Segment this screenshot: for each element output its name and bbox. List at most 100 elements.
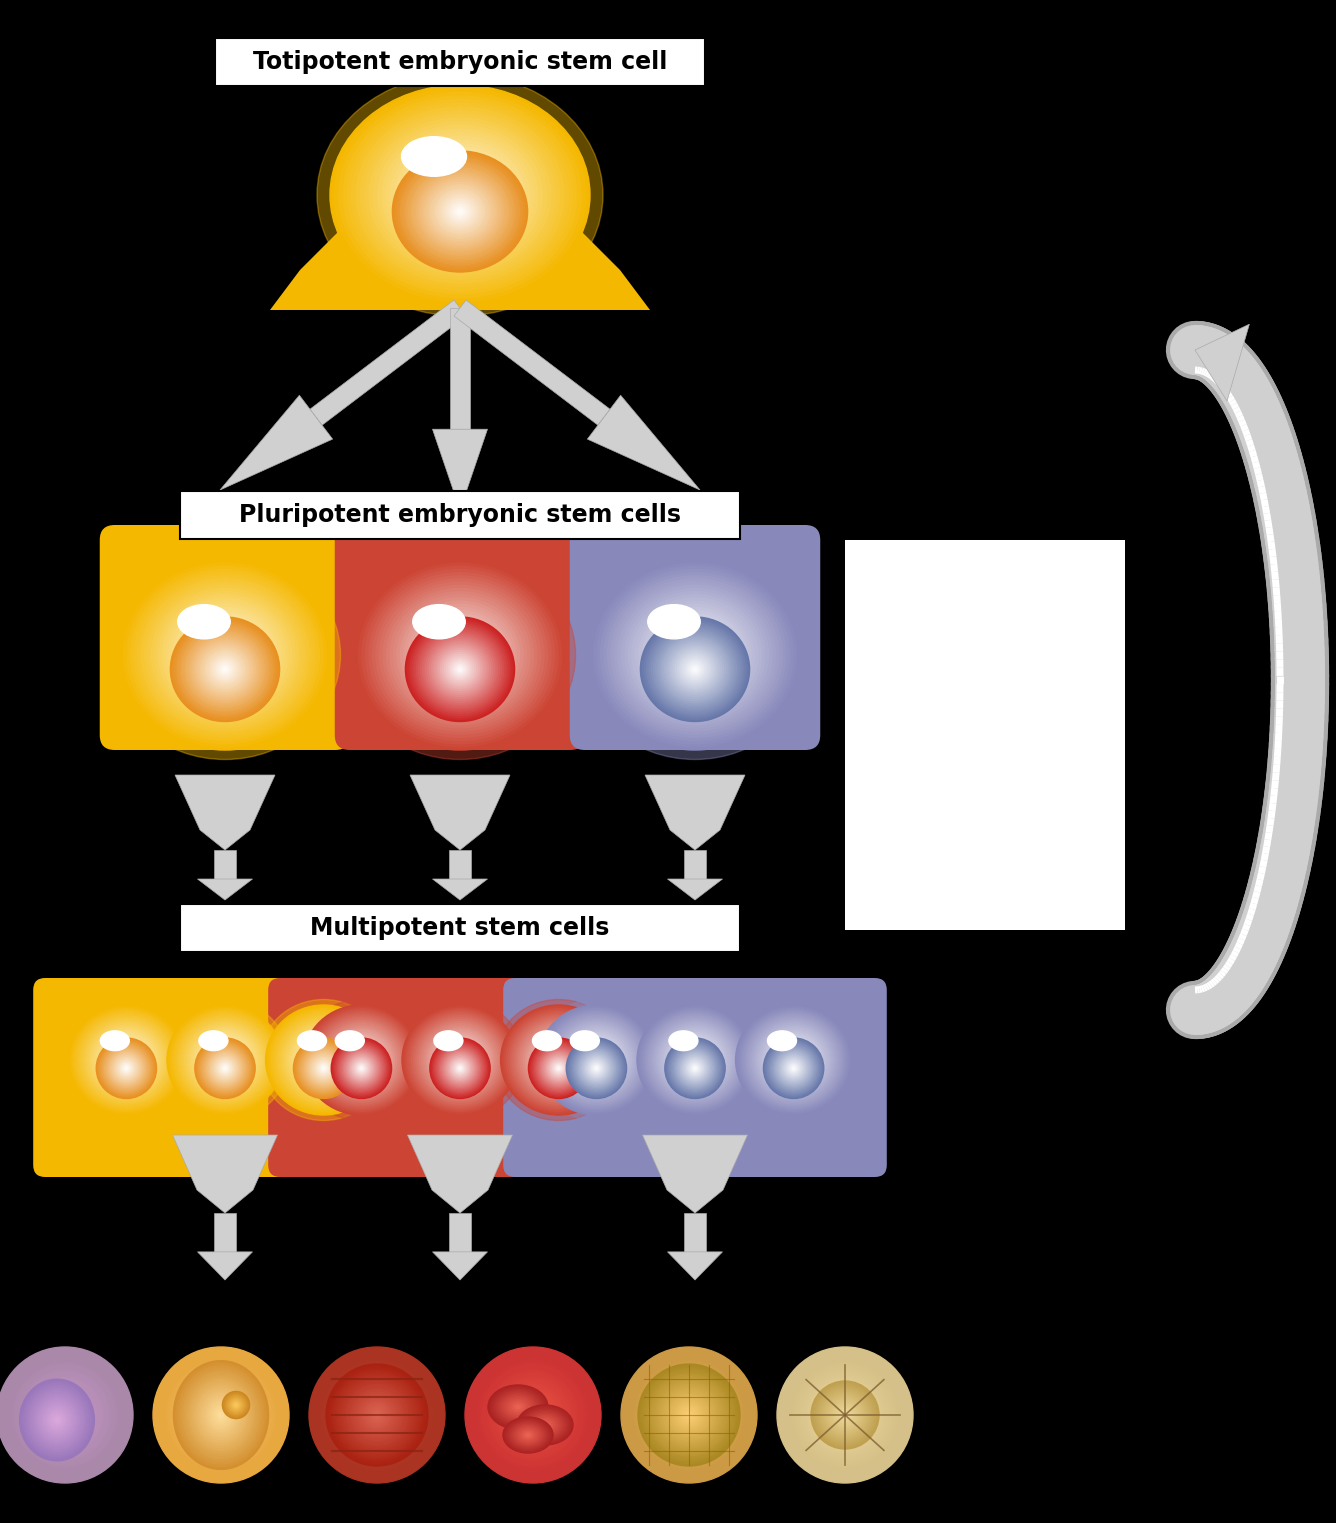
Ellipse shape bbox=[544, 1010, 648, 1109]
Ellipse shape bbox=[102, 1033, 128, 1049]
Ellipse shape bbox=[824, 1395, 866, 1435]
Ellipse shape bbox=[513, 1424, 542, 1445]
Ellipse shape bbox=[541, 1049, 577, 1086]
Ellipse shape bbox=[593, 1065, 600, 1072]
Ellipse shape bbox=[764, 1039, 823, 1097]
Ellipse shape bbox=[424, 1025, 497, 1095]
Ellipse shape bbox=[581, 1052, 612, 1084]
Ellipse shape bbox=[88, 1023, 166, 1097]
Ellipse shape bbox=[637, 1005, 754, 1115]
Ellipse shape bbox=[323, 1362, 430, 1468]
Ellipse shape bbox=[782, 1049, 806, 1071]
Ellipse shape bbox=[799, 1369, 891, 1461]
Ellipse shape bbox=[521, 1407, 569, 1442]
Ellipse shape bbox=[530, 1040, 587, 1097]
Ellipse shape bbox=[736, 1005, 851, 1115]
Ellipse shape bbox=[399, 143, 521, 247]
Ellipse shape bbox=[182, 1375, 261, 1454]
Ellipse shape bbox=[584, 1055, 608, 1080]
Ellipse shape bbox=[119, 1062, 134, 1075]
Ellipse shape bbox=[664, 615, 684, 629]
Ellipse shape bbox=[508, 1389, 558, 1441]
Ellipse shape bbox=[778, 1037, 787, 1043]
Ellipse shape bbox=[222, 1065, 228, 1072]
Ellipse shape bbox=[541, 1037, 553, 1045]
Ellipse shape bbox=[835, 1404, 855, 1426]
Ellipse shape bbox=[498, 1380, 568, 1450]
Ellipse shape bbox=[191, 1384, 251, 1445]
Ellipse shape bbox=[434, 644, 486, 694]
Ellipse shape bbox=[424, 612, 454, 632]
Ellipse shape bbox=[114, 1055, 140, 1081]
Polygon shape bbox=[198, 1252, 253, 1279]
Ellipse shape bbox=[818, 1387, 872, 1442]
Ellipse shape bbox=[323, 1023, 399, 1097]
Ellipse shape bbox=[648, 1374, 731, 1456]
Ellipse shape bbox=[676, 1042, 715, 1078]
Ellipse shape bbox=[636, 1362, 743, 1468]
Ellipse shape bbox=[643, 618, 747, 719]
Ellipse shape bbox=[204, 1398, 238, 1432]
Ellipse shape bbox=[681, 1055, 708, 1081]
Ellipse shape bbox=[570, 1043, 621, 1094]
Ellipse shape bbox=[572, 1045, 620, 1092]
Ellipse shape bbox=[776, 1037, 788, 1045]
Ellipse shape bbox=[438, 1046, 482, 1090]
Ellipse shape bbox=[373, 1410, 382, 1419]
Ellipse shape bbox=[45, 1407, 68, 1432]
Ellipse shape bbox=[429, 615, 449, 629]
Ellipse shape bbox=[679, 1052, 711, 1084]
Ellipse shape bbox=[202, 1033, 224, 1049]
Ellipse shape bbox=[420, 175, 501, 248]
Ellipse shape bbox=[683, 1055, 707, 1080]
Ellipse shape bbox=[546, 1055, 570, 1080]
Ellipse shape bbox=[651, 1377, 727, 1453]
Ellipse shape bbox=[784, 1058, 803, 1078]
Ellipse shape bbox=[338, 1039, 385, 1081]
Ellipse shape bbox=[75, 1010, 179, 1109]
Ellipse shape bbox=[647, 611, 744, 699]
Ellipse shape bbox=[792, 1068, 795, 1069]
Ellipse shape bbox=[208, 1037, 218, 1043]
Ellipse shape bbox=[836, 1407, 854, 1424]
Ellipse shape bbox=[365, 1403, 390, 1427]
Ellipse shape bbox=[366, 570, 554, 740]
Ellipse shape bbox=[219, 1062, 231, 1074]
Ellipse shape bbox=[589, 1052, 604, 1068]
Ellipse shape bbox=[405, 617, 514, 722]
Ellipse shape bbox=[275, 1014, 371, 1106]
Ellipse shape bbox=[421, 632, 500, 707]
Ellipse shape bbox=[116, 1051, 136, 1069]
Ellipse shape bbox=[108, 1036, 122, 1046]
Ellipse shape bbox=[591, 1054, 603, 1066]
Ellipse shape bbox=[343, 1381, 410, 1448]
Ellipse shape bbox=[501, 1005, 617, 1115]
Ellipse shape bbox=[155, 591, 295, 719]
Ellipse shape bbox=[760, 1030, 827, 1090]
Ellipse shape bbox=[433, 1034, 488, 1086]
Ellipse shape bbox=[329, 1366, 426, 1464]
Ellipse shape bbox=[208, 1051, 242, 1086]
Ellipse shape bbox=[792, 1058, 795, 1062]
Ellipse shape bbox=[489, 1371, 577, 1459]
Ellipse shape bbox=[647, 623, 743, 716]
Ellipse shape bbox=[661, 1387, 716, 1442]
Ellipse shape bbox=[115, 1055, 139, 1080]
Ellipse shape bbox=[81, 1017, 171, 1103]
Ellipse shape bbox=[307, 1051, 341, 1086]
Ellipse shape bbox=[663, 1030, 728, 1090]
Ellipse shape bbox=[815, 1384, 875, 1445]
Ellipse shape bbox=[287, 1025, 361, 1095]
Ellipse shape bbox=[446, 1055, 473, 1081]
Ellipse shape bbox=[313, 1014, 410, 1106]
Ellipse shape bbox=[271, 1010, 375, 1109]
Ellipse shape bbox=[576, 1034, 593, 1046]
Ellipse shape bbox=[349, 1387, 405, 1442]
Ellipse shape bbox=[549, 1051, 568, 1069]
Ellipse shape bbox=[204, 637, 246, 675]
Ellipse shape bbox=[232, 1401, 240, 1409]
Ellipse shape bbox=[206, 1036, 220, 1046]
Ellipse shape bbox=[747, 1016, 840, 1104]
Ellipse shape bbox=[524, 1027, 593, 1094]
Ellipse shape bbox=[299, 1033, 325, 1049]
